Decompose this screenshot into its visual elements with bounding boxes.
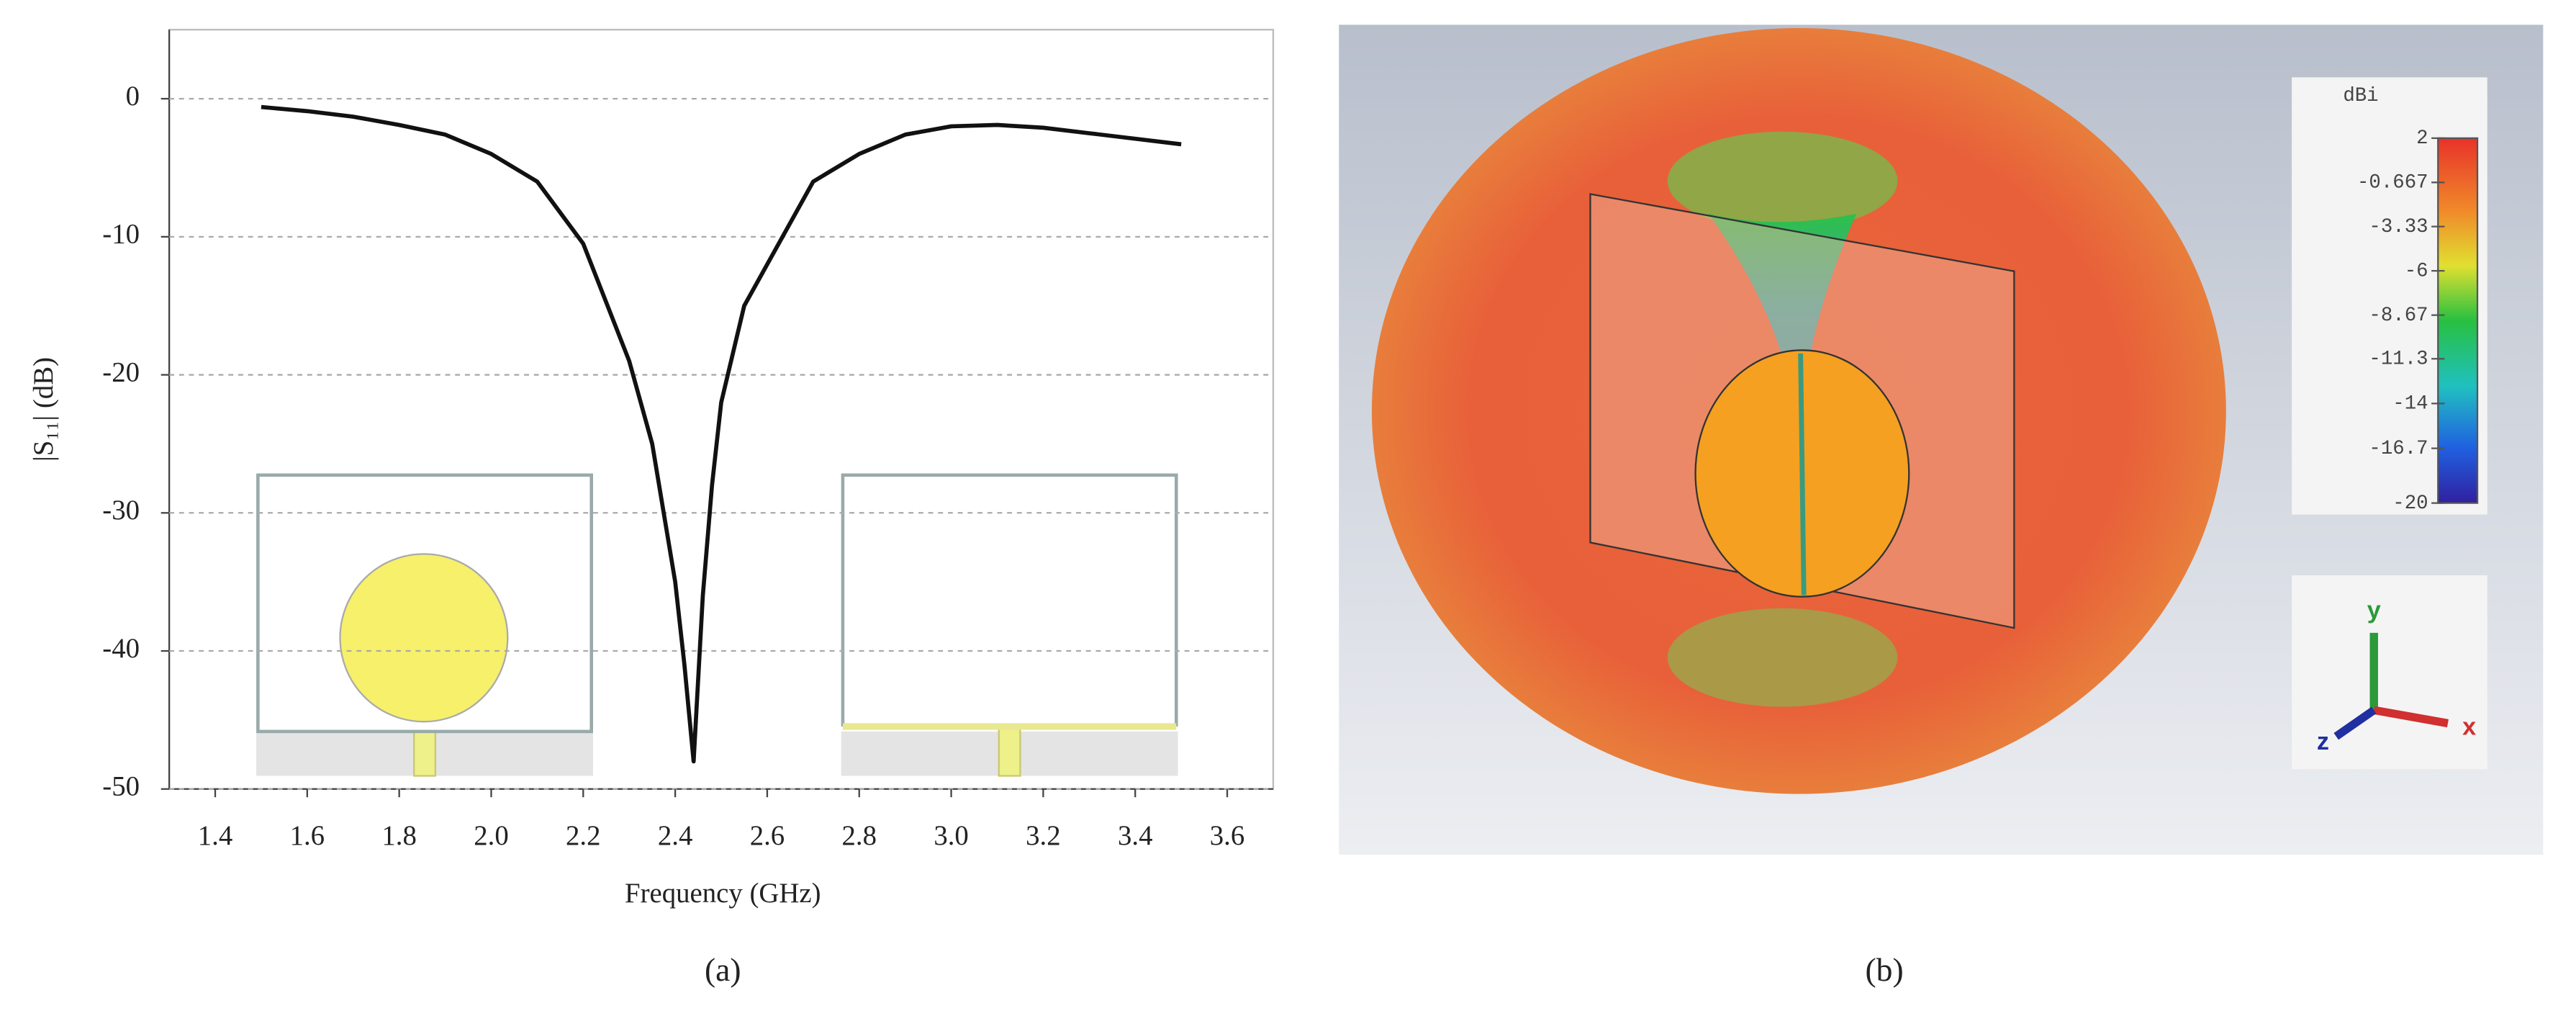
pattern-dimple [1667,131,1898,230]
colorbar-tick-label: -16.7 [2369,438,2428,460]
inset-patch [256,473,593,777]
axis-arrow [2373,706,2449,728]
x-tick-label: 1.6 [290,820,325,851]
panel-b: dBi y z x (b) 2 -0.667 -3.33 -6 -8.67 -11.3 -1… [1339,24,2544,988]
pattern-dimple [1667,608,1898,707]
y-tick-label: -50 [102,771,140,802]
inset-ground [841,473,1178,777]
colorbar [2437,137,2479,504]
axis-triad-panel [2292,575,2487,770]
y-axis-label: |S₁₁| (dB) [28,357,59,462]
x-tick-label: 1.8 [381,820,417,851]
y-tick-label: -30 [102,495,140,526]
axis-arrow [2333,706,2377,740]
colorbar-tick-label: -6 [2405,260,2428,282]
axis-letter: z [2317,728,2329,755]
colorbar-tick-label: 2 [2416,127,2428,150]
x-tick-label: 2.2 [566,820,601,851]
y-tick-label: -10 [102,219,140,250]
x-tick-label: 1.4 [198,820,233,851]
x-tick-label: 2.0 [474,820,509,851]
panel-a: Frequency (GHz) |S₁₁| (dB) (a) 0 -10 -20 -3… [28,29,1275,988]
x-axis-label: Frequency (GHz) [625,878,821,909]
colorbar-title: dBi [2343,85,2378,107]
colorbar-tick-label: -14 [2392,393,2428,415]
x-tick-label: 3.0 [934,820,969,851]
caption: (a) [705,951,741,988]
pattern-null [1798,353,1807,595]
x-tick-label: 3.4 [1118,820,1153,851]
colorbar-tick-label: -11.3 [2369,348,2428,370]
x-tick-label: 3.2 [1026,820,1061,851]
axis-letter: x [2462,713,2476,740]
x-tick-label: 2.4 [658,820,692,851]
x-tick-label: 3.6 [1210,820,1245,851]
colorbar-tick-label: -8.67 [2369,305,2428,327]
pattern-null [1708,213,1857,592]
colorbar-tick-label: -20 [2392,493,2428,515]
y-tick-label: -20 [102,356,140,387]
caption: (b) [1865,951,1903,988]
y-tick-label: -40 [102,633,140,664]
x-tick-label: 2.6 [750,820,785,851]
colorbar-tick-label: -3.33 [2369,216,2428,238]
axis-letter: y [2367,596,2381,624]
x-tick-label: 2.8 [842,820,877,851]
colorbar-tick-label: -0.667 [2357,172,2428,194]
data-line [261,104,1182,764]
y-tick-label: 0 [126,81,140,112]
